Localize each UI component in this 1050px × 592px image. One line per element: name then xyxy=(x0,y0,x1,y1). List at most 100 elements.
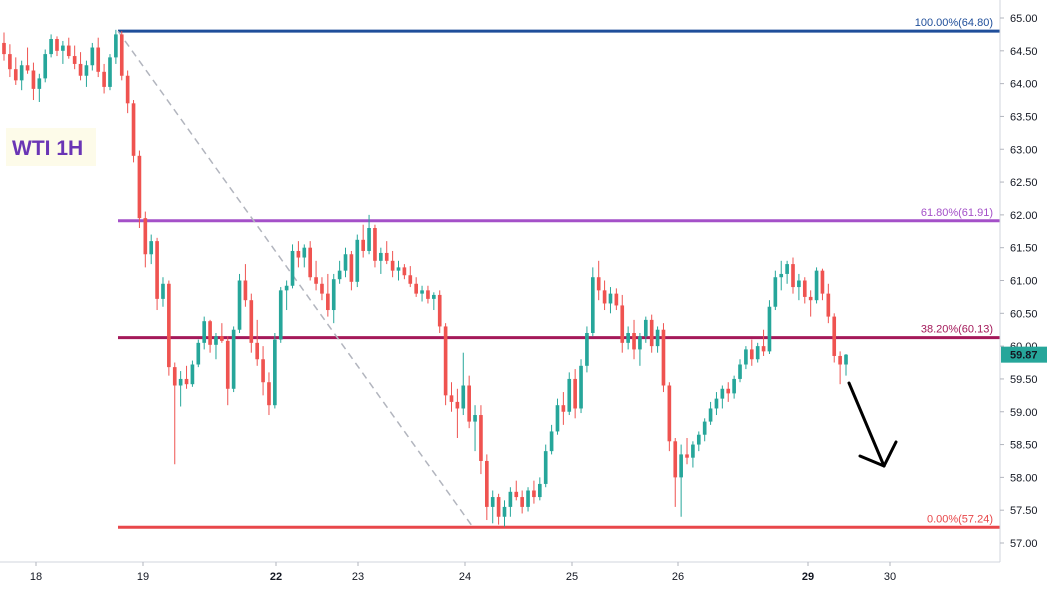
candle-body xyxy=(802,280,807,297)
fib-trend-dashed-line[interactable] xyxy=(117,30,474,528)
candle-body xyxy=(396,267,401,271)
candle-body xyxy=(443,326,448,396)
time-tick-label: 25 xyxy=(566,571,578,583)
candle-body xyxy=(414,283,418,294)
candle-body xyxy=(749,349,754,360)
candle-body xyxy=(373,228,377,261)
candle-body xyxy=(608,293,613,304)
time-tick-label: 29 xyxy=(802,571,814,583)
candle-body xyxy=(585,333,589,366)
chart-title-text: WTI 1H xyxy=(12,137,83,160)
price-tick-label: 57.00 xyxy=(1010,538,1038,550)
fibonacci-levels: 100.00%(64.80) 61.80%(61.91) 38.20%(60.13)… xyxy=(118,17,1000,529)
candle-body xyxy=(31,70,36,89)
candle-body xyxy=(579,365,583,409)
candle-body xyxy=(567,378,572,412)
candle-body xyxy=(119,34,124,76)
candle-body xyxy=(90,47,95,66)
candle-body xyxy=(249,300,254,343)
price-tick-label: 57.50 xyxy=(1010,505,1038,517)
candle-body xyxy=(302,247,307,258)
candle-body xyxy=(296,250,301,258)
candle-body xyxy=(720,388,725,399)
candle-body xyxy=(66,45,71,57)
candle-body xyxy=(267,382,271,406)
candle-body xyxy=(278,290,283,340)
candle-body xyxy=(284,285,289,291)
price-axis-background xyxy=(1000,0,1050,592)
candle-body xyxy=(455,401,460,409)
fib-level-label: 100.00%(64.80) xyxy=(915,17,993,29)
candle-body xyxy=(320,283,324,294)
candle-body xyxy=(214,336,218,345)
candle-body xyxy=(596,277,601,291)
time-axis[interactable]: 18 19 22 23 24 25 26 29 30 xyxy=(0,561,1000,583)
price-tick-label: 63.00 xyxy=(1010,144,1038,156)
candle-body xyxy=(2,42,6,55)
price-tick-label: 62.50 xyxy=(1010,177,1038,189)
fib-level-label: 61.80%(61.91) xyxy=(921,207,993,219)
candle-body xyxy=(273,339,277,406)
candle-body xyxy=(137,155,142,219)
candle-body xyxy=(367,228,371,251)
candle-body xyxy=(432,294,436,299)
candle-body xyxy=(638,336,642,350)
candle-body xyxy=(408,275,413,284)
candle-body xyxy=(196,342,201,365)
candle-body xyxy=(744,349,748,365)
price-tick-label: 65.00 xyxy=(1010,13,1038,25)
candle-body xyxy=(755,346,760,360)
candle-body xyxy=(178,378,183,386)
candle-body xyxy=(844,354,848,365)
candle-body xyxy=(555,405,560,432)
candle-body xyxy=(314,277,318,284)
candle-body xyxy=(184,378,189,385)
candle-body xyxy=(13,69,18,81)
candle-body xyxy=(202,321,207,343)
candle-body xyxy=(261,359,265,383)
price-axis[interactable]: 57.0057.5058.0058.5059.0059.5060.0060.50… xyxy=(999,0,1050,592)
candle-body xyxy=(479,415,483,461)
fib-level-label: 0.00%(57.24) xyxy=(927,513,993,525)
candle-body xyxy=(426,290,430,299)
candle-body xyxy=(231,329,236,389)
price-tick-label: 58.50 xyxy=(1010,440,1038,452)
candle-body xyxy=(437,294,442,327)
candle-body xyxy=(520,497,524,507)
candle-body xyxy=(632,333,636,350)
current-price-tag xyxy=(1001,346,1047,363)
candle-body xyxy=(149,241,154,255)
candle-body xyxy=(55,39,59,51)
time-tick-label: 18 xyxy=(30,571,42,583)
candle-body xyxy=(490,497,495,507)
candle-body xyxy=(685,454,689,458)
candle-body xyxy=(620,305,625,343)
candle-body xyxy=(626,333,630,343)
candle-body xyxy=(172,367,177,386)
candle-body xyxy=(549,431,554,452)
price-tick-label: 59.50 xyxy=(1010,374,1038,386)
down-arrow-icon xyxy=(847,381,898,468)
candle-body xyxy=(514,491,519,498)
price-tick-label: 58.00 xyxy=(1010,472,1038,484)
time-tick-label: 26 xyxy=(672,571,684,583)
candle-body xyxy=(255,342,260,360)
price-tick-label: 60.50 xyxy=(1010,308,1038,320)
candle-body xyxy=(326,293,330,311)
candle-body xyxy=(379,252,383,261)
candle-body xyxy=(461,385,466,409)
candle-body xyxy=(590,277,595,333)
candle-body xyxy=(19,65,24,81)
candle-body xyxy=(43,54,48,79)
price-tick-label: 59.00 xyxy=(1010,407,1038,419)
candle-body xyxy=(791,264,795,288)
candle-body xyxy=(208,321,212,345)
price-tick-label: 63.50 xyxy=(1010,111,1038,123)
candle-body xyxy=(714,398,719,409)
candle-body xyxy=(467,385,471,422)
chart-title: WTI 1H xyxy=(6,128,96,166)
price-tick-label: 61.00 xyxy=(1010,276,1038,288)
